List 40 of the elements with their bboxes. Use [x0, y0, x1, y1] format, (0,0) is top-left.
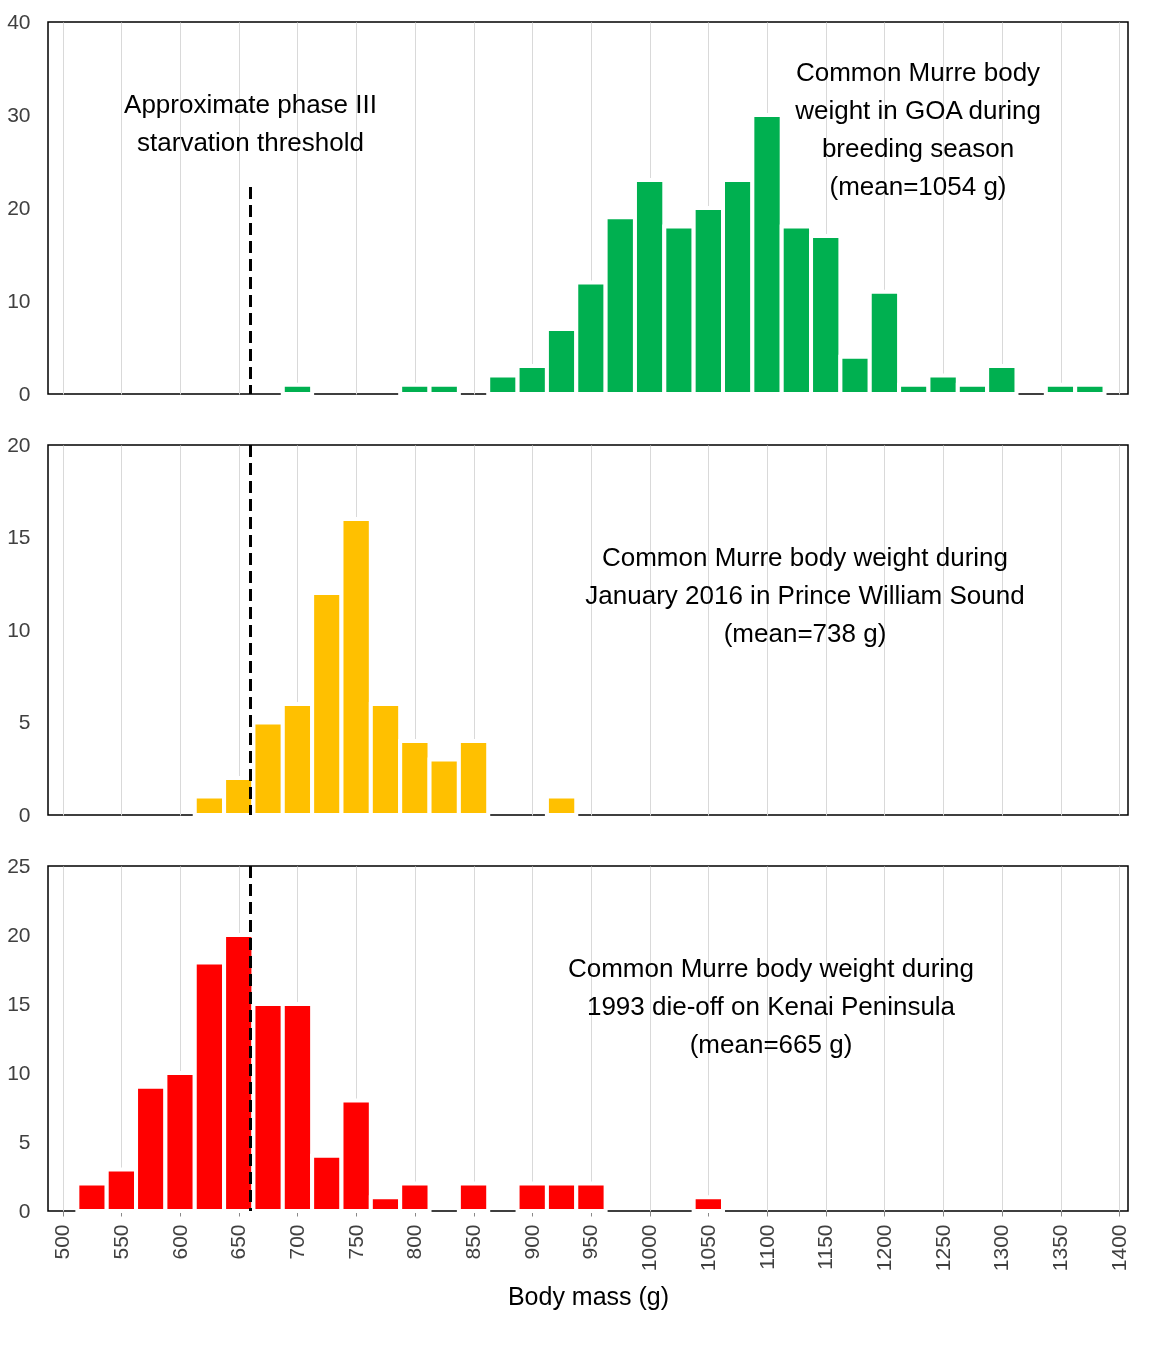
x-tick-label: 900 — [519, 1224, 543, 1260]
y-tick-label: 5 — [18, 710, 31, 733]
y-tick-label: 5 — [18, 1129, 31, 1153]
y-tick-label: 20 — [7, 432, 31, 456]
x-tick-label: 800 — [402, 1224, 426, 1260]
x-axis-title: Body mass (g) — [507, 1282, 670, 1311]
y-tick-label: 10 — [7, 1060, 31, 1084]
y-tick-label: 30 — [7, 102, 31, 126]
y-tick-label: 10 — [7, 617, 31, 641]
x-tick-label: 850 — [461, 1224, 485, 1260]
y-tick-label: 0 — [18, 802, 31, 826]
y-tick-label: 0 — [18, 381, 31, 405]
x-tick-label: 650 — [226, 1224, 250, 1260]
y-tick-label: 40 — [7, 9, 31, 33]
x-tick-label: 1400 — [1106, 1224, 1130, 1272]
x-tick-label: 950 — [578, 1224, 602, 1260]
y-tick-label: 20 — [7, 195, 31, 219]
ref-line-label: Approximate phase III starvation threshold — [124, 89, 377, 157]
x-tick-label: 1300 — [989, 1224, 1013, 1272]
x-tick-label: 500 — [50, 1224, 74, 1260]
y-tick-label: 10 — [7, 288, 31, 312]
x-tick-label: 1350 — [1048, 1224, 1071, 1272]
x-tick-label: 1100 — [754, 1224, 778, 1270]
x-tick-label: 1250 — [930, 1224, 954, 1272]
x-tick-label: 1150 — [813, 1224, 837, 1270]
x-tick-label: 550 — [108, 1224, 132, 1260]
x-tick-label: 600 — [167, 1224, 191, 1260]
y-tick-label: 15 — [7, 525, 31, 548]
y-tick-label: 25 — [7, 853, 31, 877]
x-tick-label: 1200 — [871, 1224, 895, 1272]
y-tick-label: 15 — [7, 991, 31, 1015]
x-tick-label: 750 — [343, 1224, 367, 1260]
x-tick-label: 1050 — [695, 1224, 719, 1272]
annotation: Common Murre body weight during January 2016 in Prince William Sound (mean=738 g) — [585, 542, 1025, 648]
annotation: Common Murre body weight during 1993 die-off on Kenai Peninsula (mean=665 g) — [567, 953, 975, 1059]
y-tick-label: 20 — [7, 922, 31, 946]
y-tick-label: 0 — [18, 1198, 31, 1222]
x-tick-label: 1000 — [637, 1224, 661, 1272]
annotation: Common Murre body weight in GOA during breeding season (mean=1054 g) — [794, 57, 1041, 201]
x-tick-label: 700 — [284, 1224, 308, 1260]
